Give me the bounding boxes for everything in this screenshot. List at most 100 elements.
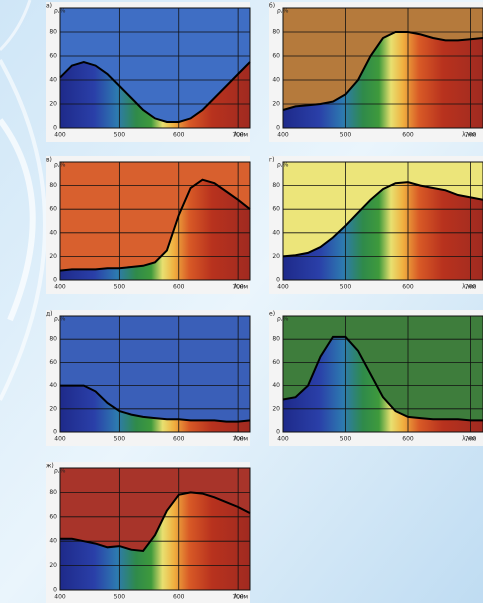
x-tick-label: 500 [114,284,126,291]
y-tick-label: 80 [49,182,57,189]
x-tick-label: 700 [465,284,477,291]
panel-label: ж) [46,463,54,470]
y-tick-label: 60 [272,359,280,366]
y-tick-label: 80 [49,489,57,496]
x-tick-label: 400 [54,436,66,443]
y-tick-label: 60 [49,359,57,366]
curve [59,178,251,272]
y-tick-label: 20 [49,562,57,569]
y-tick-label: 40 [49,229,57,236]
y-tick-label: 80 [272,182,280,189]
y-tick-label: 0 [53,277,57,284]
y-axis-label: ρ,% [54,316,66,323]
curve [60,384,251,423]
y-tick-label: 0 [276,429,280,436]
x-tick-label: 400 [54,594,66,601]
y-tick-label: 80 [49,29,57,36]
x-tick-label: 400 [54,132,66,139]
x-tick-label: 700 [232,132,244,139]
y-axis-label: ρ,% [54,8,66,15]
x-tick-label: 500 [114,132,126,139]
curve [282,335,483,422]
x-axis-label: λ,нм [234,132,248,139]
panel-label: а) [46,3,52,10]
x-tick-label: 700 [465,132,477,139]
y-tick-label: 20 [272,405,280,412]
x-tick-label: 500 [114,436,126,443]
x-tick-label: 600 [173,594,185,601]
x-tick-label: 400 [277,436,289,443]
y-tick-label: 60 [49,513,57,520]
x-axis-label: λ,нм [462,132,476,139]
panel-label: е) [269,311,275,318]
x-tick-label: 600 [173,284,185,291]
y-tick-label: 60 [272,206,280,213]
y-tick-label: 0 [53,125,57,132]
x-tick-label: 600 [402,284,414,291]
plot-border [59,467,251,591]
decor-arc [0,0,32,52]
x-axis-label: λ,нм [234,436,248,443]
y-axis-label: ρ,% [277,162,289,169]
y-tick-label: 40 [49,382,57,389]
x-axis-label: λ,нм [234,594,248,601]
y-axis-label: ρ,% [54,468,66,475]
curve [59,60,251,123]
curve [282,31,483,111]
x-tick-label: 700 [232,436,244,443]
plot-border [59,7,251,129]
x-tick-label: 400 [54,284,66,291]
plot-border [282,7,483,129]
plot-border [59,161,251,281]
plot-border [282,161,483,281]
x-tick-label: 600 [173,132,185,139]
y-tick-label: 40 [49,538,57,545]
y-tick-label: 60 [49,53,57,60]
x-tick-label: 700 [232,594,244,601]
y-tick-label: 80 [49,336,57,343]
y-tick-label: 80 [272,336,280,343]
y-tick-label: 20 [49,101,57,108]
y-tick-label: 60 [272,53,280,60]
y-axis-label: ρ,% [277,316,289,323]
panel-label: д) [46,311,53,318]
x-tick-label: 500 [340,436,352,443]
panel-label: б) [269,3,275,10]
y-tick-label: 40 [272,229,280,236]
x-tick-label: 400 [277,132,289,139]
x-tick-label: 700 [232,284,244,291]
y-tick-label: 40 [272,382,280,389]
x-tick-label: 600 [402,436,414,443]
plot-border [59,315,251,433]
decor-arc [0,118,36,322]
x-axis-label: λ,нм [234,284,248,291]
y-tick-label: 40 [272,77,280,84]
x-tick-label: 500 [340,132,352,139]
y-tick-label: 60 [49,206,57,213]
y-tick-label: 80 [272,29,280,36]
y-tick-label: 40 [49,77,57,84]
x-tick-label: 600 [402,132,414,139]
y-axis-label: ρ,% [54,162,66,169]
curve [60,491,251,553]
y-axis-label: ρ,% [277,8,289,15]
y-tick-label: 20 [272,253,280,260]
x-tick-label: 500 [114,594,126,601]
x-axis-label: λ,нм [462,436,476,443]
panel-label: г) [269,157,275,164]
panel-label: в) [46,157,52,164]
x-tick-label: 500 [340,284,352,291]
x-tick-label: 400 [277,284,289,291]
x-axis-label: λ,нм [462,284,476,291]
y-tick-label: 0 [276,277,280,284]
x-tick-label: 600 [173,436,185,443]
curve [282,181,483,258]
y-tick-label: 0 [53,587,57,594]
plot-border [282,315,483,433]
y-tick-label: 20 [49,253,57,260]
y-tick-label: 0 [53,429,57,436]
y-tick-label: 20 [272,101,280,108]
decor-arc [0,59,47,401]
y-tick-label: 20 [49,405,57,412]
